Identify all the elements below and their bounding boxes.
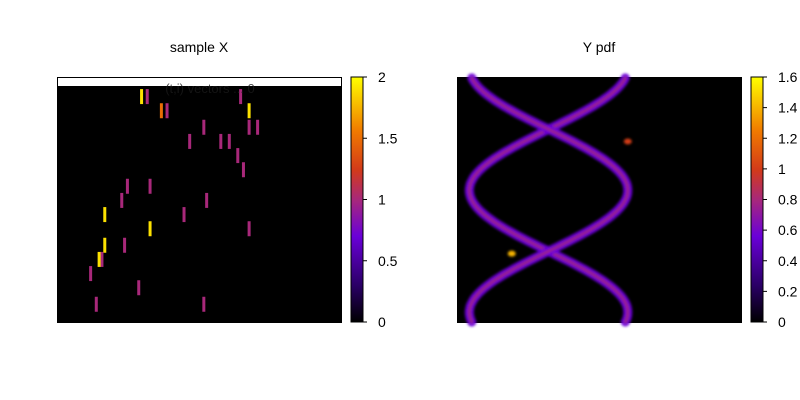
sample-mark bbox=[182, 207, 186, 223]
sample-mark bbox=[103, 207, 107, 223]
right-colorbar-tick-label: 1.4 bbox=[778, 100, 798, 116]
sample-mark bbox=[247, 221, 251, 237]
sample-mark bbox=[123, 237, 127, 253]
sample-mark bbox=[241, 162, 245, 178]
sample-mark bbox=[202, 296, 206, 312]
left-colorbar-tick-label: 1.5 bbox=[378, 130, 398, 146]
sample-mark bbox=[97, 251, 101, 267]
sample-mark bbox=[103, 237, 107, 253]
right-colorbar-tick-label: 1.2 bbox=[778, 130, 798, 146]
sample-mark bbox=[100, 251, 104, 267]
sample-mark bbox=[94, 296, 98, 312]
sample-mark bbox=[247, 103, 251, 119]
right-colorbar-tick-label: 0 bbox=[778, 314, 786, 330]
sample-mark bbox=[140, 89, 144, 105]
sample-mark bbox=[137, 280, 141, 296]
sample-mark bbox=[120, 192, 124, 208]
left-overlay-text: (t,i) vectors ... 0 bbox=[165, 81, 255, 96]
density-peak bbox=[623, 138, 632, 145]
left-colorbar-ticks: 0 0.5 1 1.5 2 bbox=[363, 69, 398, 330]
density-band-core bbox=[467, 76, 630, 324]
left-heatmap-marks bbox=[89, 89, 260, 312]
right-heatmap-bands bbox=[464, 73, 633, 327]
sample-mark bbox=[125, 178, 129, 194]
sample-mark bbox=[219, 133, 223, 149]
sample-mark bbox=[202, 119, 206, 135]
sample-mark bbox=[148, 178, 152, 194]
density-band-core bbox=[467, 76, 630, 324]
density-peak bbox=[507, 250, 516, 257]
sample-mark bbox=[145, 89, 149, 105]
left-colorbar-tick-label: 1 bbox=[378, 192, 386, 208]
left-colorbar bbox=[350, 76, 364, 323]
sample-mark bbox=[148, 221, 152, 237]
sample-mark bbox=[205, 192, 209, 208]
right-colorbar bbox=[750, 76, 764, 323]
sample-mark bbox=[247, 119, 251, 135]
right-colorbar-tick-label: 0.2 bbox=[778, 283, 798, 299]
left-chart-title: sample X bbox=[170, 39, 229, 55]
right-chart-title: Y pdf bbox=[583, 39, 616, 55]
right-colorbar-tick-label: 1.6 bbox=[778, 69, 798, 85]
sample-mark bbox=[256, 119, 260, 135]
left-colorbar-tick-label: 2 bbox=[378, 69, 386, 85]
sample-mark bbox=[165, 103, 169, 119]
right-heatmap-bg bbox=[457, 77, 742, 323]
right-colorbar-tick-label: 0.4 bbox=[778, 253, 798, 269]
left-colorbar-tick-label: 0 bbox=[378, 314, 386, 330]
sample-mark bbox=[188, 133, 192, 149]
sample-mark bbox=[227, 133, 231, 149]
right-colorbar-tick-label: 0.6 bbox=[778, 222, 798, 238]
right-colorbar-ticks: 0 0.2 0.4 0.6 0.8 1 1.2 1.4 1.6 bbox=[763, 69, 798, 330]
sample-mark bbox=[159, 103, 163, 119]
sample-mark bbox=[89, 266, 93, 282]
right-colorbar-tick-label: 1 bbox=[778, 161, 786, 177]
sample-mark bbox=[239, 89, 243, 105]
sample-mark bbox=[236, 148, 240, 164]
left-heatmap-bg bbox=[58, 86, 341, 322]
right-colorbar-tick-label: 0.8 bbox=[778, 192, 798, 208]
left-colorbar-tick-label: 0.5 bbox=[378, 253, 398, 269]
